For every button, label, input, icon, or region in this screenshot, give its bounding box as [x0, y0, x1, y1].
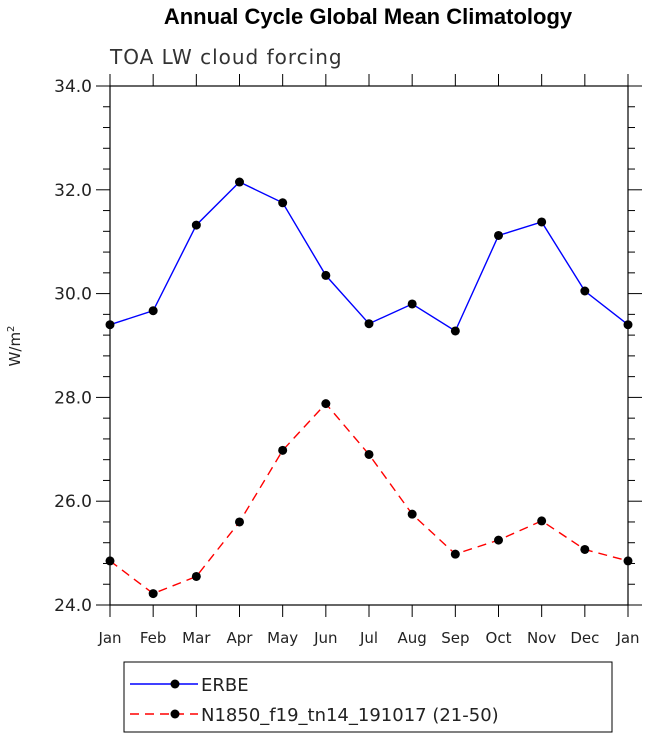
data-point — [321, 270, 331, 280]
data-point — [278, 445, 288, 455]
x-tick-label: Jan — [97, 629, 121, 647]
legend-box — [123, 661, 613, 733]
data-point — [105, 556, 115, 566]
data-point — [450, 549, 460, 559]
data-point — [191, 571, 201, 581]
x-tick-label: Jan — [615, 629, 639, 647]
series-layer — [105, 177, 633, 599]
series-line — [109, 402, 629, 595]
data-point — [494, 535, 503, 545]
x-tick-label: May — [267, 629, 298, 647]
x-tick-label: Nov — [527, 629, 556, 647]
y-axis: 24.0 26.0 28.0 30.0 32.0 34.0 — [54, 77, 642, 616]
x-tick-label: Feb — [140, 629, 167, 647]
x-axis: Jan Feb Mar Apr May Jun Jul Aug Sep Oct Nov Dec Jan — [97, 74, 640, 647]
data-point — [623, 320, 633, 330]
y-tick-label: 30.0 — [54, 285, 92, 305]
legend: ERBE N1850_f19_tn14_191017 (21-50) — [123, 661, 613, 733]
data-point — [537, 217, 547, 227]
data-point — [407, 509, 417, 519]
y-tick-label: 34.0 — [54, 77, 92, 97]
y-axis-label-superscript: 2 — [6, 326, 17, 332]
legend-label: ERBE — [201, 675, 249, 696]
series-2 — [105, 399, 633, 599]
data-point — [450, 326, 460, 336]
x-tick-label: Dec — [570, 629, 599, 647]
data-point — [623, 556, 633, 566]
y-tick-label: 26.0 — [54, 492, 92, 512]
y-tick-label: 24.0 — [54, 596, 92, 616]
data-point — [580, 286, 590, 296]
data-point — [407, 299, 417, 309]
x-tick-label: Jun — [313, 629, 337, 647]
legend-marker — [170, 679, 180, 689]
series-1 — [105, 177, 633, 336]
data-point — [148, 589, 158, 599]
data-point — [580, 544, 590, 554]
data-point — [364, 449, 374, 459]
y-tick-label: 32.0 — [54, 181, 92, 201]
data-point — [148, 306, 158, 316]
data-point — [364, 319, 374, 329]
legend-label: N1850_f19_tn14_191017 (21-50) — [201, 705, 499, 726]
data-point — [235, 177, 244, 187]
data-point — [235, 517, 244, 527]
chart-title: Annual Cycle Global Mean Climatology — [164, 4, 573, 29]
data-point — [278, 198, 288, 208]
x-tick-label: Apr — [227, 629, 254, 647]
x-tick-label: Sep — [441, 629, 469, 647]
y-axis-label-main: W/m — [6, 332, 24, 367]
legend-marker — [170, 709, 180, 719]
x-tick-label: Aug — [398, 629, 427, 647]
data-point — [191, 220, 201, 230]
series-line — [109, 181, 629, 333]
data-point — [321, 399, 331, 409]
x-tick-label: Oct — [486, 629, 512, 647]
y-axis-label: W/m2 — [6, 326, 24, 367]
data-point — [105, 320, 115, 330]
data-point — [537, 516, 547, 526]
y-tick-label: 28.0 — [54, 388, 92, 408]
data-point — [494, 230, 503, 240]
x-tick-label: Mar — [182, 629, 211, 647]
chart-subtitle: TOA LW cloud forcing — [109, 45, 343, 69]
x-tick-label: Jul — [359, 629, 378, 647]
